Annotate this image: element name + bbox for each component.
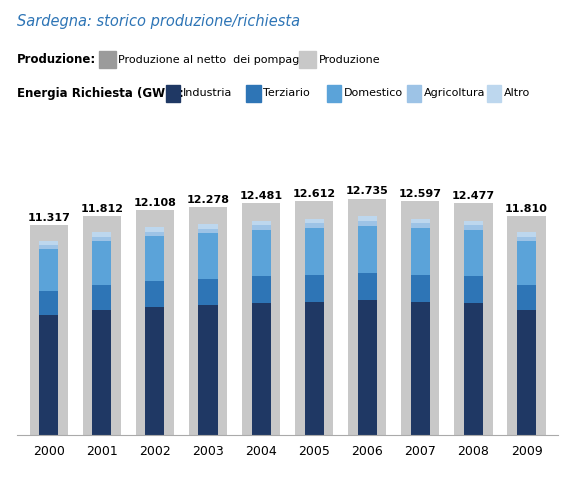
Text: Domestico: Domestico (343, 88, 403, 98)
Text: 11.810: 11.810 (505, 204, 548, 214)
Bar (39, 249, 58, 291)
Text: Industria: Industria (183, 88, 233, 98)
Text: 12.108: 12.108 (134, 198, 177, 208)
Bar (39, 241, 58, 245)
Text: Agricoltura: Agricoltura (424, 88, 485, 98)
Bar (146, 236, 165, 281)
Bar (92, 241, 112, 285)
Text: 12.278: 12.278 (187, 195, 230, 205)
Bar (358, 273, 377, 300)
Bar (199, 233, 218, 279)
Bar (348, 199, 386, 435)
Bar (508, 216, 545, 435)
Bar (146, 232, 165, 236)
Text: Produzione al netto  dei pompaggi: Produzione al netto dei pompaggi (118, 55, 310, 65)
Bar (136, 210, 174, 435)
Text: 12.597: 12.597 (399, 189, 442, 199)
Bar (358, 226, 377, 273)
Text: Altro: Altro (504, 88, 530, 98)
Bar (252, 226, 271, 230)
Bar (92, 237, 112, 241)
Bar (305, 302, 324, 435)
Bar (464, 230, 483, 276)
Bar (199, 279, 218, 305)
Bar (92, 310, 112, 435)
Bar (305, 275, 324, 302)
Bar (464, 226, 483, 230)
Bar (517, 237, 536, 241)
Bar (464, 276, 483, 303)
Bar (411, 275, 430, 302)
Text: 12.735: 12.735 (346, 186, 389, 196)
Text: 11.317: 11.317 (27, 213, 70, 223)
Text: Terziario: Terziario (263, 88, 310, 98)
Bar (517, 241, 536, 285)
Bar (455, 204, 492, 435)
Bar (358, 221, 377, 226)
Bar (517, 310, 536, 435)
Bar (464, 221, 483, 226)
Bar (242, 204, 280, 435)
Text: 12.612: 12.612 (293, 189, 336, 199)
Bar (92, 285, 112, 310)
Bar (199, 229, 218, 233)
Text: Sardegna: storico produzione/richiesta: Sardegna: storico produzione/richiesta (17, 14, 300, 29)
Text: 12.477: 12.477 (452, 191, 495, 201)
Text: Energia Richiesta (GWh):: Energia Richiesta (GWh): (17, 87, 184, 100)
Bar (401, 201, 439, 435)
Bar (146, 307, 165, 435)
Bar (464, 303, 483, 435)
Bar (39, 315, 58, 435)
Bar (358, 217, 377, 221)
Text: Produzione:: Produzione: (17, 53, 96, 66)
Bar (39, 245, 58, 249)
Bar (252, 230, 271, 276)
Bar (517, 285, 536, 310)
Bar (517, 232, 536, 237)
Bar (92, 232, 112, 237)
Bar (146, 281, 165, 307)
Bar (411, 223, 430, 228)
Bar (252, 276, 271, 303)
Bar (146, 227, 165, 232)
Bar (252, 303, 271, 435)
Bar (305, 218, 324, 223)
Bar (411, 302, 430, 435)
Bar (411, 228, 430, 275)
Bar (83, 216, 121, 435)
Bar (295, 201, 333, 435)
Text: Produzione: Produzione (319, 55, 380, 65)
Bar (305, 228, 324, 275)
Bar (199, 224, 218, 229)
Text: 11.812: 11.812 (80, 204, 124, 214)
Text: 12.481: 12.481 (240, 191, 283, 201)
Bar (30, 225, 68, 435)
Bar (411, 219, 430, 223)
Bar (305, 223, 324, 228)
Bar (199, 305, 218, 435)
Bar (39, 291, 58, 315)
Bar (358, 300, 377, 435)
Bar (189, 207, 227, 435)
Bar (252, 221, 271, 226)
